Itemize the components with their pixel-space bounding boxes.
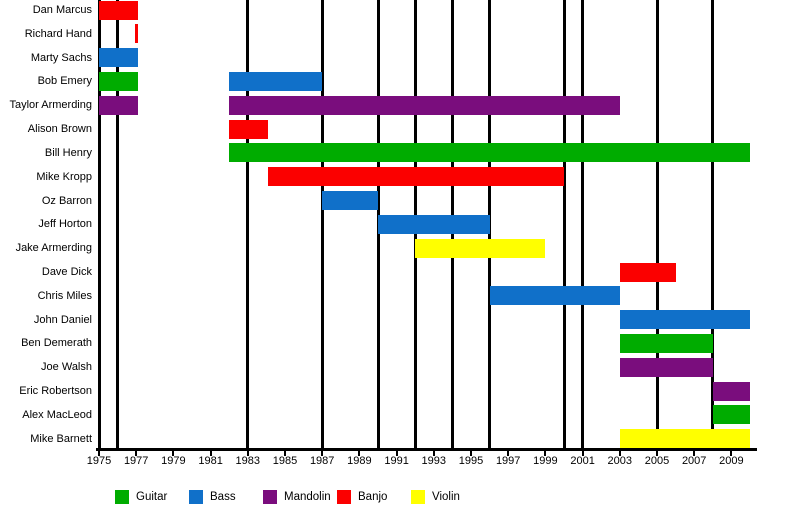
x-axis-tick-label: 1989 <box>347 455 372 467</box>
event-line-1987 <box>320 0 324 448</box>
legend-swatch-guitar <box>115 490 129 504</box>
tenure-bar-mandolin <box>99 95 139 115</box>
plot-left-border <box>97 0 101 448</box>
x-axis-tick-label: 1981 <box>198 455 223 467</box>
x-axis-tick <box>544 451 547 456</box>
x-axis-tick-label: 1985 <box>272 455 298 467</box>
member-label: Joe Walsh <box>41 361 92 374</box>
x-axis-tick-label: 1975 <box>86 455 112 467</box>
member-label: Marty Sachs <box>30 51 92 64</box>
x-axis-tick-label: 1983 <box>235 455 261 467</box>
x-axis-tick <box>172 451 175 456</box>
x-axis-tick <box>432 451 435 456</box>
member-label: John Daniel <box>33 313 92 326</box>
member-label: Bill Henry <box>44 146 92 159</box>
tenure-bar-violin <box>619 429 750 449</box>
tenure-bar-banjo <box>99 0 139 20</box>
x-axis-tick <box>284 451 286 456</box>
member-label: Ben Demerath <box>21 337 92 350</box>
tenure-bar-guitar <box>712 405 750 425</box>
x-axis-tick-label: 2003 <box>607 455 633 467</box>
tenure-bar-bass <box>99 48 139 68</box>
event-line-1976 <box>116 0 120 448</box>
tenure-bar-bass <box>489 286 620 306</box>
member-label: Eric Robertson <box>19 385 92 398</box>
x-axis-tick <box>98 451 100 456</box>
x-axis-tick-label: 1977 <box>123 455 149 467</box>
x-axis-tick-label: 2007 <box>681 455 707 467</box>
x-axis-tick-label: 2005 <box>644 455 670 467</box>
x-axis-tick-label: 1995 <box>458 455 484 467</box>
x-axis-tick-label: 1997 <box>495 455 521 467</box>
event-line-1983 <box>246 0 250 448</box>
tenure-bar-violin <box>415 238 546 258</box>
tenure-bar-bass <box>229 71 323 91</box>
member-label: Alison Brown <box>27 123 92 136</box>
x-axis-tick-label: 2001 <box>570 455 595 467</box>
legend-item-label: Bass <box>210 491 236 503</box>
legend-swatch-banjo <box>337 490 351 504</box>
x-axis-tick-label: 1993 <box>421 455 447 467</box>
member-label: Richard Hand <box>24 27 92 40</box>
member-label: Mike Kropp <box>36 170 92 183</box>
x-axis-tick <box>730 451 733 456</box>
tenure-bar-bass <box>322 191 378 211</box>
member-label: Bob Emery <box>37 75 92 88</box>
x-axis-tick-label: 1979 <box>161 455 186 467</box>
member-label: Jake Armerding <box>15 242 92 255</box>
legend-item-label: Banjo <box>358 491 388 503</box>
x-axis-tick <box>135 451 138 456</box>
x-axis-tick <box>321 451 324 456</box>
x-axis-tick-label: 1987 <box>309 455 335 467</box>
tenure-bar-guitar <box>619 333 713 353</box>
x-axis-tick-label: 1999 <box>533 455 558 467</box>
x-axis-tick-label: 2009 <box>719 455 744 467</box>
tenure-bar-guitar <box>229 143 750 163</box>
member-label: Dan Marcus <box>32 4 92 16</box>
event-line-2000 <box>562 0 566 448</box>
event-line-2005 <box>655 0 659 448</box>
legend-item-label: Violin <box>432 491 460 503</box>
x-axis-tick <box>693 451 696 456</box>
x-axis-tick <box>209 451 212 456</box>
x-axis-tick <box>618 451 621 456</box>
event-line-2001 <box>581 0 585 448</box>
member-label: Alex MacLeod <box>22 408 92 421</box>
x-axis-tick-label: 1991 <box>384 455 409 467</box>
tenure-bar-banjo <box>229 119 269 139</box>
event-line-2008 <box>711 0 715 448</box>
event-line-1996 <box>488 0 492 448</box>
member-label: Taylor Armerding <box>9 99 92 112</box>
tenure-bar-banjo <box>268 167 564 187</box>
tenure-bar-mandolin <box>619 357 713 377</box>
x-axis-tick <box>581 451 584 456</box>
member-label: Mike Barnett <box>30 432 92 445</box>
member-label: Chris Miles <box>37 289 92 302</box>
tenure-bar-mandolin <box>712 381 750 401</box>
tenure-bar-banjo <box>619 262 676 282</box>
tenure-bar-mandolin <box>229 95 620 115</box>
x-axis-tick <box>395 451 398 456</box>
legend-swatch-bass <box>189 490 203 504</box>
legend-item-label: Mandolin <box>284 491 331 503</box>
member-label: Jeff Horton <box>38 218 92 231</box>
member-label: Oz Barron <box>41 194 92 207</box>
tenure-bar-bass <box>619 310 750 330</box>
tenure-bar-bass <box>378 214 490 234</box>
tenure-bar-banjo <box>135 24 139 44</box>
x-axis-tick <box>507 451 510 456</box>
legend-swatch-violin <box>411 490 425 504</box>
tenure-bar-guitar <box>99 71 139 91</box>
x-axis-tick <box>470 451 472 456</box>
member-label: Dave Dick <box>41 266 92 279</box>
x-axis-tick <box>246 451 249 456</box>
legend-swatch-mandolin <box>263 490 277 504</box>
x-axis-tick <box>656 451 658 456</box>
legend-item-label: Guitar <box>136 491 168 503</box>
x-axis-line <box>96 448 757 451</box>
x-axis-tick <box>358 451 361 456</box>
